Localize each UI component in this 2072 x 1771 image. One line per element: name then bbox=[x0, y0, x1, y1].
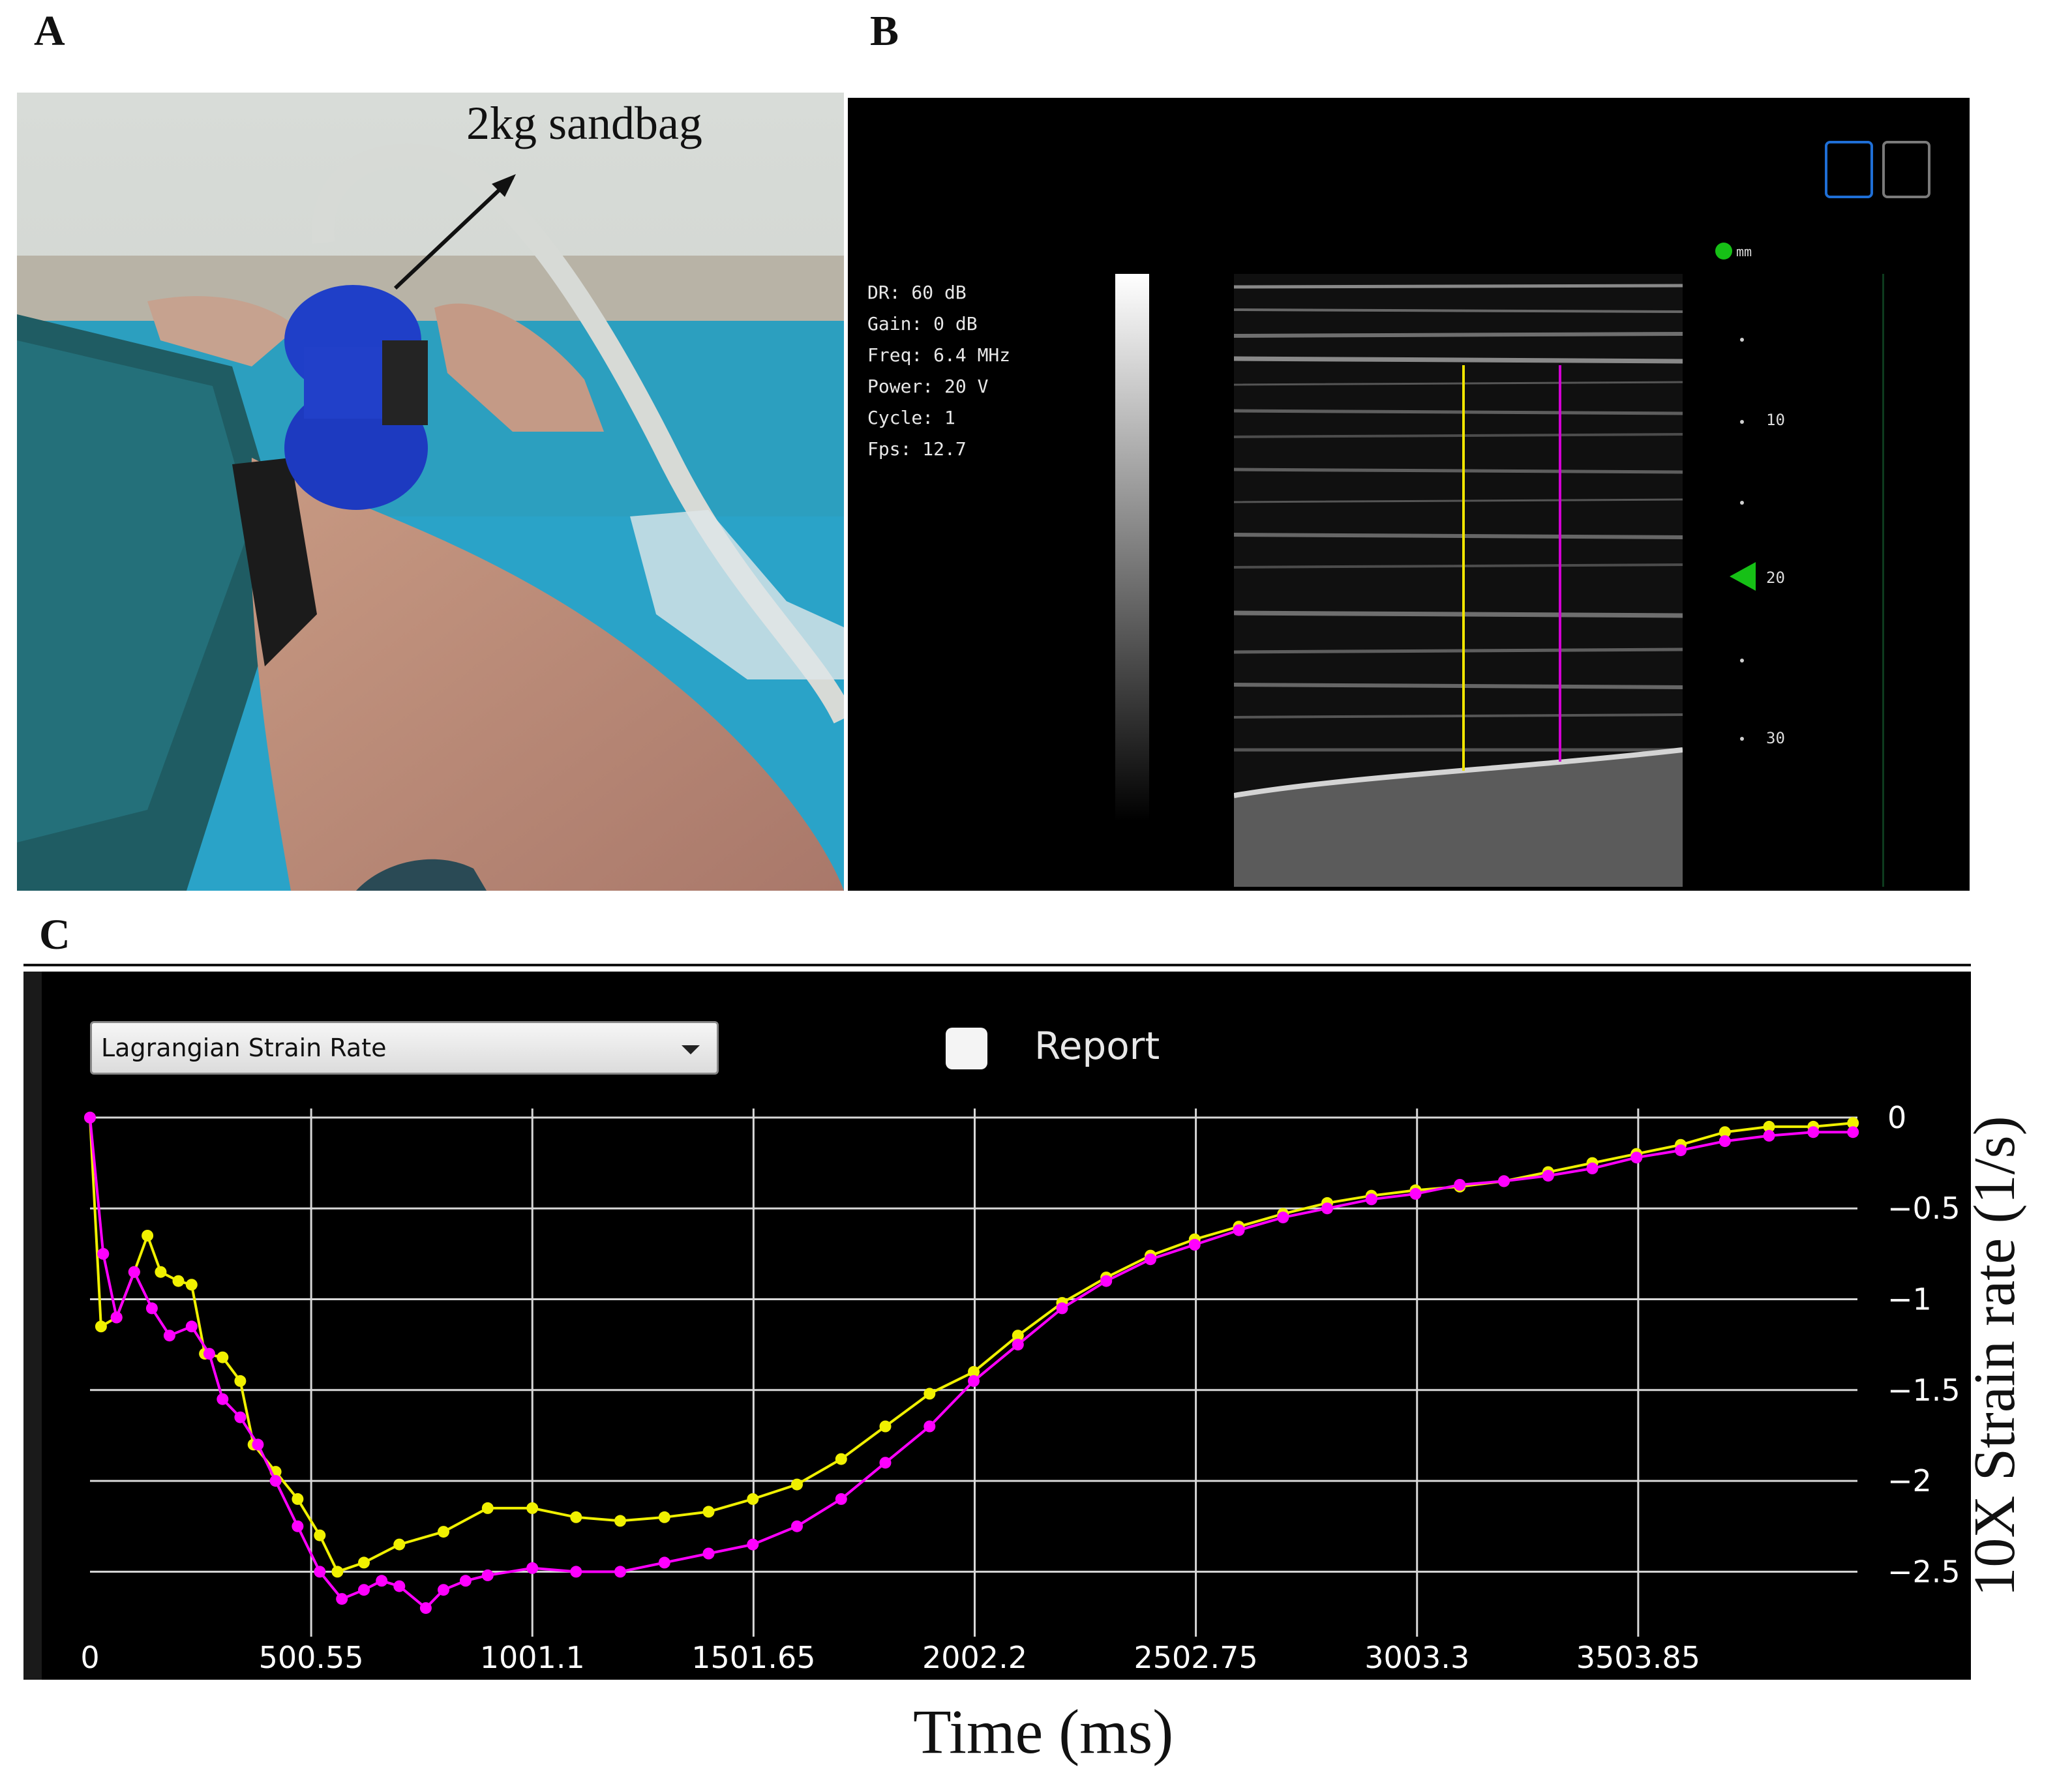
strain-rate-app bbox=[23, 972, 1971, 1680]
split-view-icon[interactable] bbox=[1882, 141, 1930, 198]
depth-label-30: 30 bbox=[1766, 729, 1785, 747]
measure-select[interactable]: Lagrangian Strain Rate bbox=[90, 1021, 719, 1075]
measure-select-value: Lagrangian Strain Rate bbox=[101, 1034, 387, 1062]
panel-label-b: B bbox=[870, 7, 899, 55]
depth-label-20: 20 bbox=[1766, 569, 1785, 587]
panel-divider bbox=[23, 964, 1971, 966]
param-freq: Freq: 6.4 MHz bbox=[867, 344, 1011, 366]
report-label: Report bbox=[1034, 1024, 1160, 1068]
depth-indicator-dot bbox=[1715, 243, 1732, 260]
x-axis-label: Time (ms) bbox=[913, 1697, 1174, 1766]
param-power: Power: 20 V bbox=[867, 376, 989, 397]
report-checkbox[interactable] bbox=[946, 1028, 987, 1069]
ultrasound-image bbox=[1234, 274, 1683, 887]
app-left-strip bbox=[23, 972, 42, 1680]
svg-text:10X Strain rate (1/s): 10X Strain rate (1/s) bbox=[1968, 1116, 2027, 1596]
focus-marker-icon[interactable] bbox=[1730, 562, 1756, 591]
depth-tick bbox=[1740, 338, 1744, 342]
depth-tick bbox=[1740, 501, 1744, 505]
param-fps: Fps: 12.7 bbox=[867, 438, 967, 460]
param-cycle: Cycle: 1 bbox=[867, 407, 955, 428]
depth-unit: mm bbox=[1736, 244, 1752, 260]
photo-patient-sandbag bbox=[17, 93, 844, 891]
depth-tick bbox=[1740, 420, 1744, 424]
panel-label-a: A bbox=[34, 7, 65, 55]
panel-label-c: C bbox=[39, 911, 70, 959]
chevron-down-icon[interactable] bbox=[682, 1045, 700, 1054]
ultrasound-screen: DR: 60 dB Gain: 0 dB Freq: 6.4 MHz Power… bbox=[848, 98, 1970, 891]
grayscale-bar bbox=[1115, 274, 1149, 822]
depth-tick bbox=[1740, 659, 1744, 662]
y-axis-label: 10X Strain rate (1/s) bbox=[1962, 1056, 2060, 1656]
sandbag-caption: 2kg sandbag bbox=[466, 97, 702, 149]
param-dr: DR: 60 dB bbox=[867, 282, 967, 303]
param-gain: Gain: 0 dB bbox=[867, 313, 978, 335]
depth-tick bbox=[1740, 737, 1744, 741]
list-view-icon[interactable] bbox=[1825, 141, 1873, 198]
depth-scale-line bbox=[1882, 274, 1884, 887]
depth-label-10: 10 bbox=[1766, 411, 1785, 429]
